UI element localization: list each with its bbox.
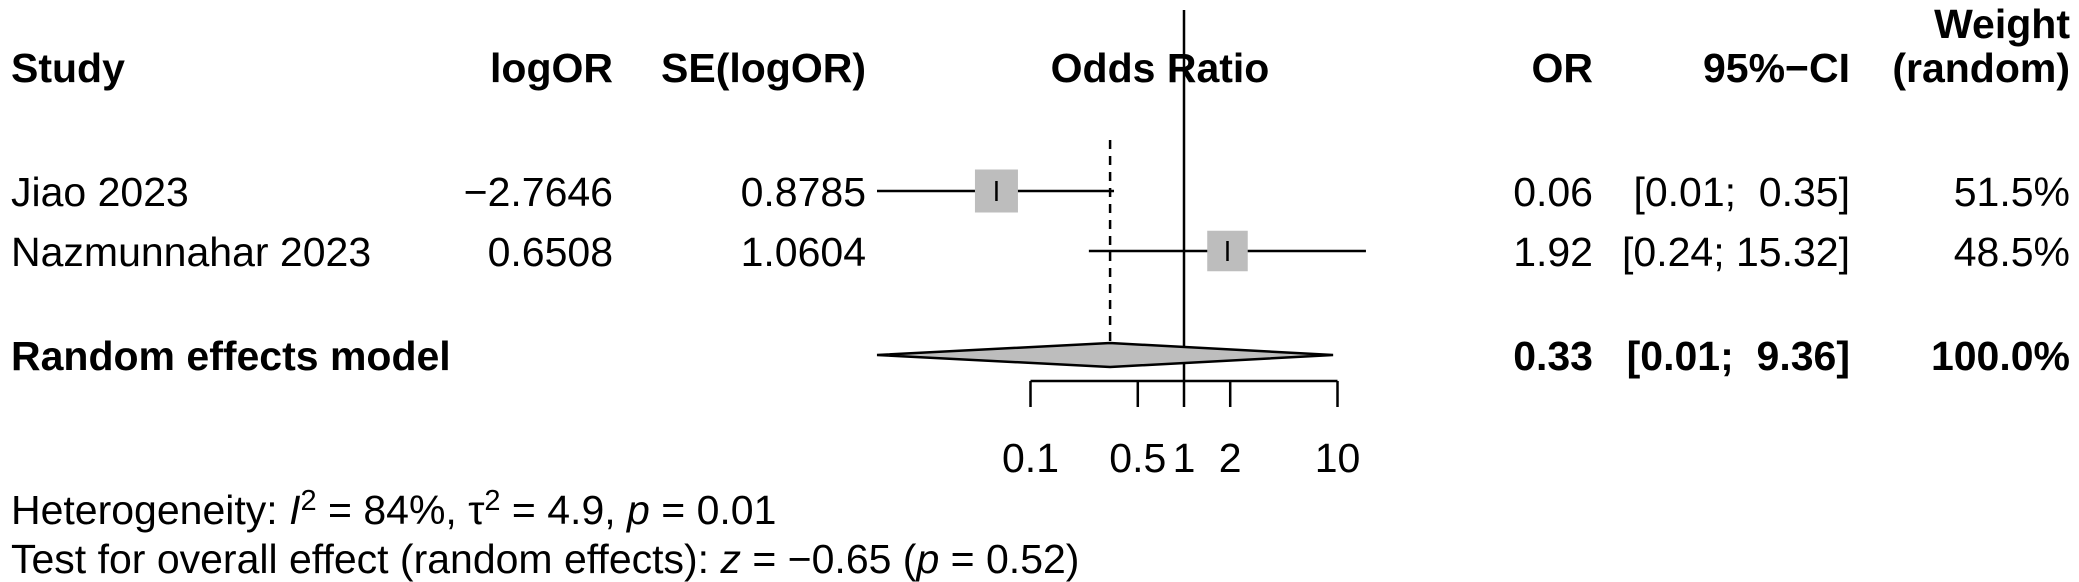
header-weight-random: (random) [1892,45,2070,91]
study-name: Nazmunnahar 2023 [11,229,371,275]
study-ci: [0.01; 0.35] [1633,169,1850,215]
x-axis-tick-label: 2 [1219,435,1242,481]
pooled-ci: [0.01; 9.36] [1627,333,1850,379]
header-study: Study [11,45,125,91]
study-se: 1.0604 [741,229,866,275]
x-axis-tick-label: 0.1 [1002,435,1059,481]
header-or: OR [1532,45,1594,91]
header-logor: logOR [490,45,613,91]
pooled-weight: 100.0% [1931,333,2070,379]
pooled-name: Random effects model [11,333,451,379]
overall-effect-text: Test for overall effect (random effects)… [11,536,1079,582]
study-logor: −2.7646 [464,169,613,215]
study-or: 1.92 [1513,229,1593,275]
heterogeneity-text: Heterogeneity: I2 = 84%, τ2 = 4.9, p = 0… [11,485,776,533]
header-weight: Weight [1934,1,2070,47]
pooled-diamond [876,341,1334,369]
x-axis-tick-label: 1 [1173,435,1196,481]
header-se: SE(logOR) [661,45,866,91]
pooled-row: Random effects model 0.33 [0.01; 9.36] 1… [11,333,2070,379]
study-or: 0.06 [1513,169,1593,215]
study-logor: 0.6508 [488,229,613,275]
study-row: Jiao 2023 −2.7646 0.8785 0.06 [0.01; 0.3… [11,169,2070,215]
x-axis-tick-label: 10 [1315,435,1361,481]
study-weight: 51.5% [1954,169,2070,215]
study-weight: 48.5% [1954,229,2070,275]
study-row: Nazmunnahar 2023 0.6508 1.0604 1.92 [0.2… [11,229,2070,275]
study-ci: [0.24; 15.32] [1622,229,1850,275]
header-ci: 95%−CI [1703,45,1850,91]
pooled-or: 0.33 [1513,333,1593,379]
header-odds-ratio: Odds Ratio [1051,45,1270,91]
x-axis-tick-label: 0.5 [1109,435,1166,481]
study-name: Jiao 2023 [11,169,189,215]
study-se: 0.8785 [741,169,866,215]
